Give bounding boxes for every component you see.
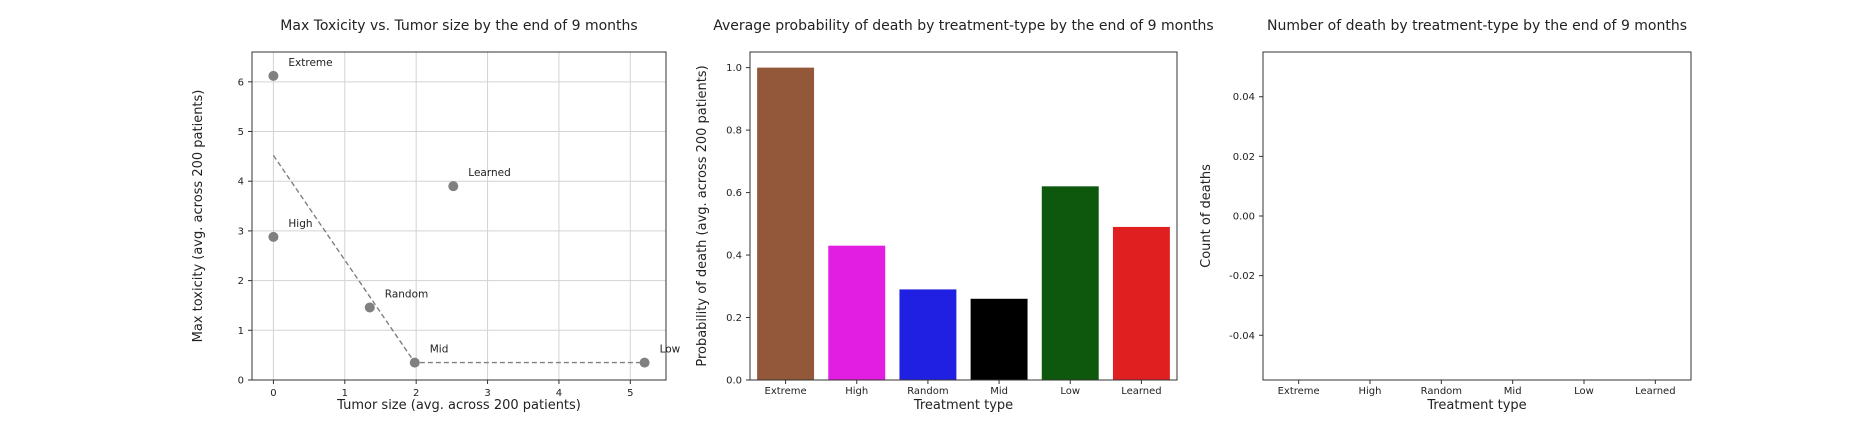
y-tick-label: -0.04 (1229, 331, 1255, 342)
x-tick-label: High (1359, 386, 1382, 397)
x-tick-label: 4 (556, 388, 562, 399)
x-tick-label: 3 (484, 388, 490, 399)
point-label: High (288, 218, 312, 230)
scatter-point (639, 357, 650, 368)
bar (1041, 186, 1099, 380)
x-tick-label: Mid (990, 386, 1008, 397)
x-axis-label: Treatment type (913, 398, 1013, 413)
y-tick-label: 4 (238, 177, 244, 188)
y-tick-label: 1.0 (726, 63, 742, 74)
scatter-chart: Max Toxicity vs. Tumor size by the end o… (191, 18, 681, 413)
y-tick-label: 3 (238, 226, 244, 237)
plot-frame (251, 51, 667, 381)
bar (828, 245, 886, 380)
point-label: Extreme (288, 57, 332, 69)
x-tick-label: 1 (342, 388, 348, 399)
x-tick-label: Learned (1635, 386, 1675, 397)
bar (899, 289, 957, 380)
scatter-point (268, 70, 279, 81)
y-tick-label: 0.00 (1233, 212, 1255, 223)
x-tick-label: Learned (1121, 386, 1161, 397)
x-tick-label: Low (1574, 386, 1594, 397)
scatter-point (409, 357, 420, 368)
x-tick-label: 2 (413, 388, 419, 399)
y-tick-label: 0.6 (726, 188, 742, 199)
frontier-line (272, 154, 645, 364)
y-tick-label: -0.02 (1229, 271, 1255, 282)
y-tick-label: 0.04 (1233, 92, 1255, 103)
y-tick-label: 1 (238, 326, 244, 337)
y-tick-label: 0.02 (1233, 152, 1255, 163)
scatter-point (364, 302, 375, 313)
point-label: Low (660, 344, 681, 356)
chart-title: Average probability of death by treatmen… (713, 18, 1213, 34)
x-axis-label: Treatment type (1426, 398, 1526, 413)
y-axis-label: Count of deaths (1199, 164, 1214, 268)
probability-bar-chart: Average probability of death by treatmen… (695, 18, 1214, 413)
y-tick-label: 0 (238, 376, 244, 387)
x-tick-label: Extreme (765, 386, 807, 397)
x-tick-label: Mid (1504, 386, 1522, 397)
y-tick-label: 0.4 (726, 251, 742, 262)
plot-frame (1262, 51, 1692, 381)
y-tick-label: 0.0 (726, 376, 742, 387)
x-tick-label: Low (1060, 386, 1080, 397)
y-tick-label: 6 (238, 77, 244, 88)
point-label: Random (385, 288, 428, 300)
point-label: Learned (468, 167, 510, 179)
chart-title: Max Toxicity vs. Tumor size by the end o… (280, 18, 637, 34)
plot-frame (749, 51, 1178, 381)
count-bar-chart: Number of death by treatment-type by the… (1199, 18, 1692, 413)
x-axis-label: Tumor size (avg. across 200 patients) (336, 398, 581, 413)
y-axis-label: Max toxicity (avg. across 200 patients) (191, 90, 206, 343)
chart-title: Number of death by treatment-type by the… (1267, 18, 1687, 34)
y-tick-label: 5 (238, 127, 244, 138)
x-tick-label: 5 (627, 388, 633, 399)
bar (757, 67, 815, 380)
y-tick-label: 2 (238, 276, 244, 287)
x-tick-label: High (845, 386, 868, 397)
x-tick-label: Random (1421, 386, 1462, 397)
x-tick-label: Random (907, 386, 948, 397)
bar (970, 298, 1028, 380)
scatter-point (268, 231, 279, 242)
bar (1112, 226, 1170, 380)
y-tick-label: 0.8 (726, 126, 742, 137)
y-tick-label: 0.2 (726, 313, 742, 324)
scatter-point (448, 181, 459, 192)
x-tick-label: Extreme (1278, 386, 1320, 397)
point-label: Mid (430, 344, 449, 356)
y-axis-label: Probability of death (avg. across 200 pa… (695, 65, 710, 366)
x-tick-label: 0 (270, 388, 276, 399)
